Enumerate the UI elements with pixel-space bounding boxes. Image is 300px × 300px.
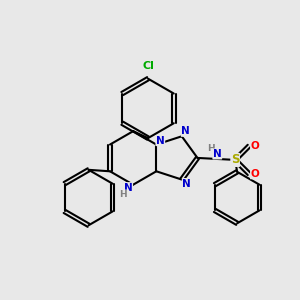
Text: N: N [124,183,133,193]
Text: O: O [250,169,259,179]
Text: O: O [250,141,259,151]
Text: N: N [156,136,165,146]
Text: S: S [231,153,239,167]
Text: N: N [182,126,190,136]
Text: N: N [182,178,191,188]
Text: N: N [213,149,222,159]
Text: Cl: Cl [142,61,154,71]
Text: H: H [208,143,215,152]
Text: H: H [119,190,127,199]
